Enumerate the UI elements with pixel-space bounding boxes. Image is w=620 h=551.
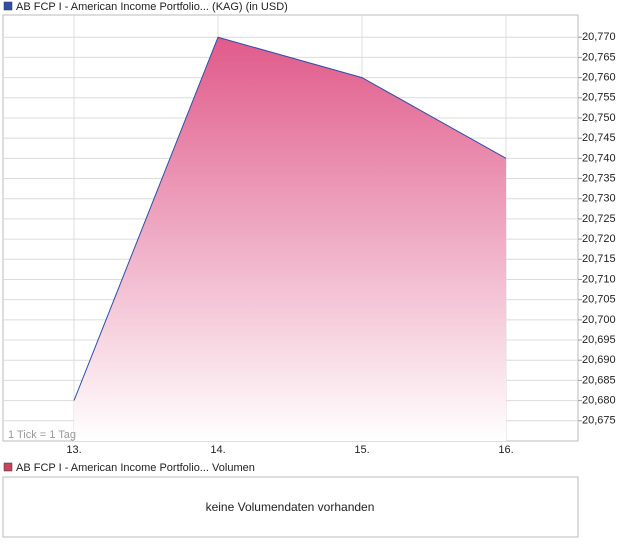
y-tick-label: 20,760 (582, 71, 616, 83)
y-tick-label: 20,720 (582, 233, 616, 245)
y-tick-label: 20,680 (582, 395, 616, 407)
y-tick-label: 20,730 (582, 193, 616, 205)
volume-message: keine Volumendaten vorhanden (206, 500, 375, 514)
y-tick-label: 20,755 (582, 92, 616, 104)
y-tick-label: 20,715 (582, 253, 616, 265)
y-tick-label: 20,700 (582, 314, 616, 326)
x-tick-label: 15. (354, 444, 369, 456)
x-tick-label: 14. (210, 444, 225, 456)
y-tick-label: 20,690 (582, 354, 616, 366)
y-tick-label: 20,770 (582, 31, 616, 43)
x-tick-label: 16. (498, 444, 513, 456)
y-tick-label: 20,675 (582, 415, 616, 427)
y-tick-label: 20,725 (582, 213, 616, 225)
legend-swatch (3, 1, 13, 11)
y-tick-label: 20,705 (582, 294, 616, 306)
y-tick-label: 20,765 (582, 51, 616, 63)
y-tick-label: 20,745 (582, 132, 616, 144)
y-tick-label: 20,685 (582, 374, 616, 386)
y-tick-label: 20,750 (582, 112, 616, 124)
volume-title: AB FCP I - American Income Portfolio... … (16, 462, 255, 474)
y-tick-label: 20,710 (582, 273, 616, 285)
line (73, 36, 507, 401)
y-tick-label: 20,735 (582, 172, 616, 184)
y-tick-label: 20,740 (582, 152, 616, 164)
legend-swatch (3, 462, 13, 472)
x-tick-label: 13. (66, 444, 81, 456)
y-tick-label: 20,695 (582, 334, 616, 346)
volume-frame (2, 476, 579, 538)
area (74, 37, 506, 442)
annotation: 1 Tick = 1 Tag (8, 429, 76, 441)
chart-title: AB FCP I - American Income Portfolio... … (16, 1, 288, 13)
